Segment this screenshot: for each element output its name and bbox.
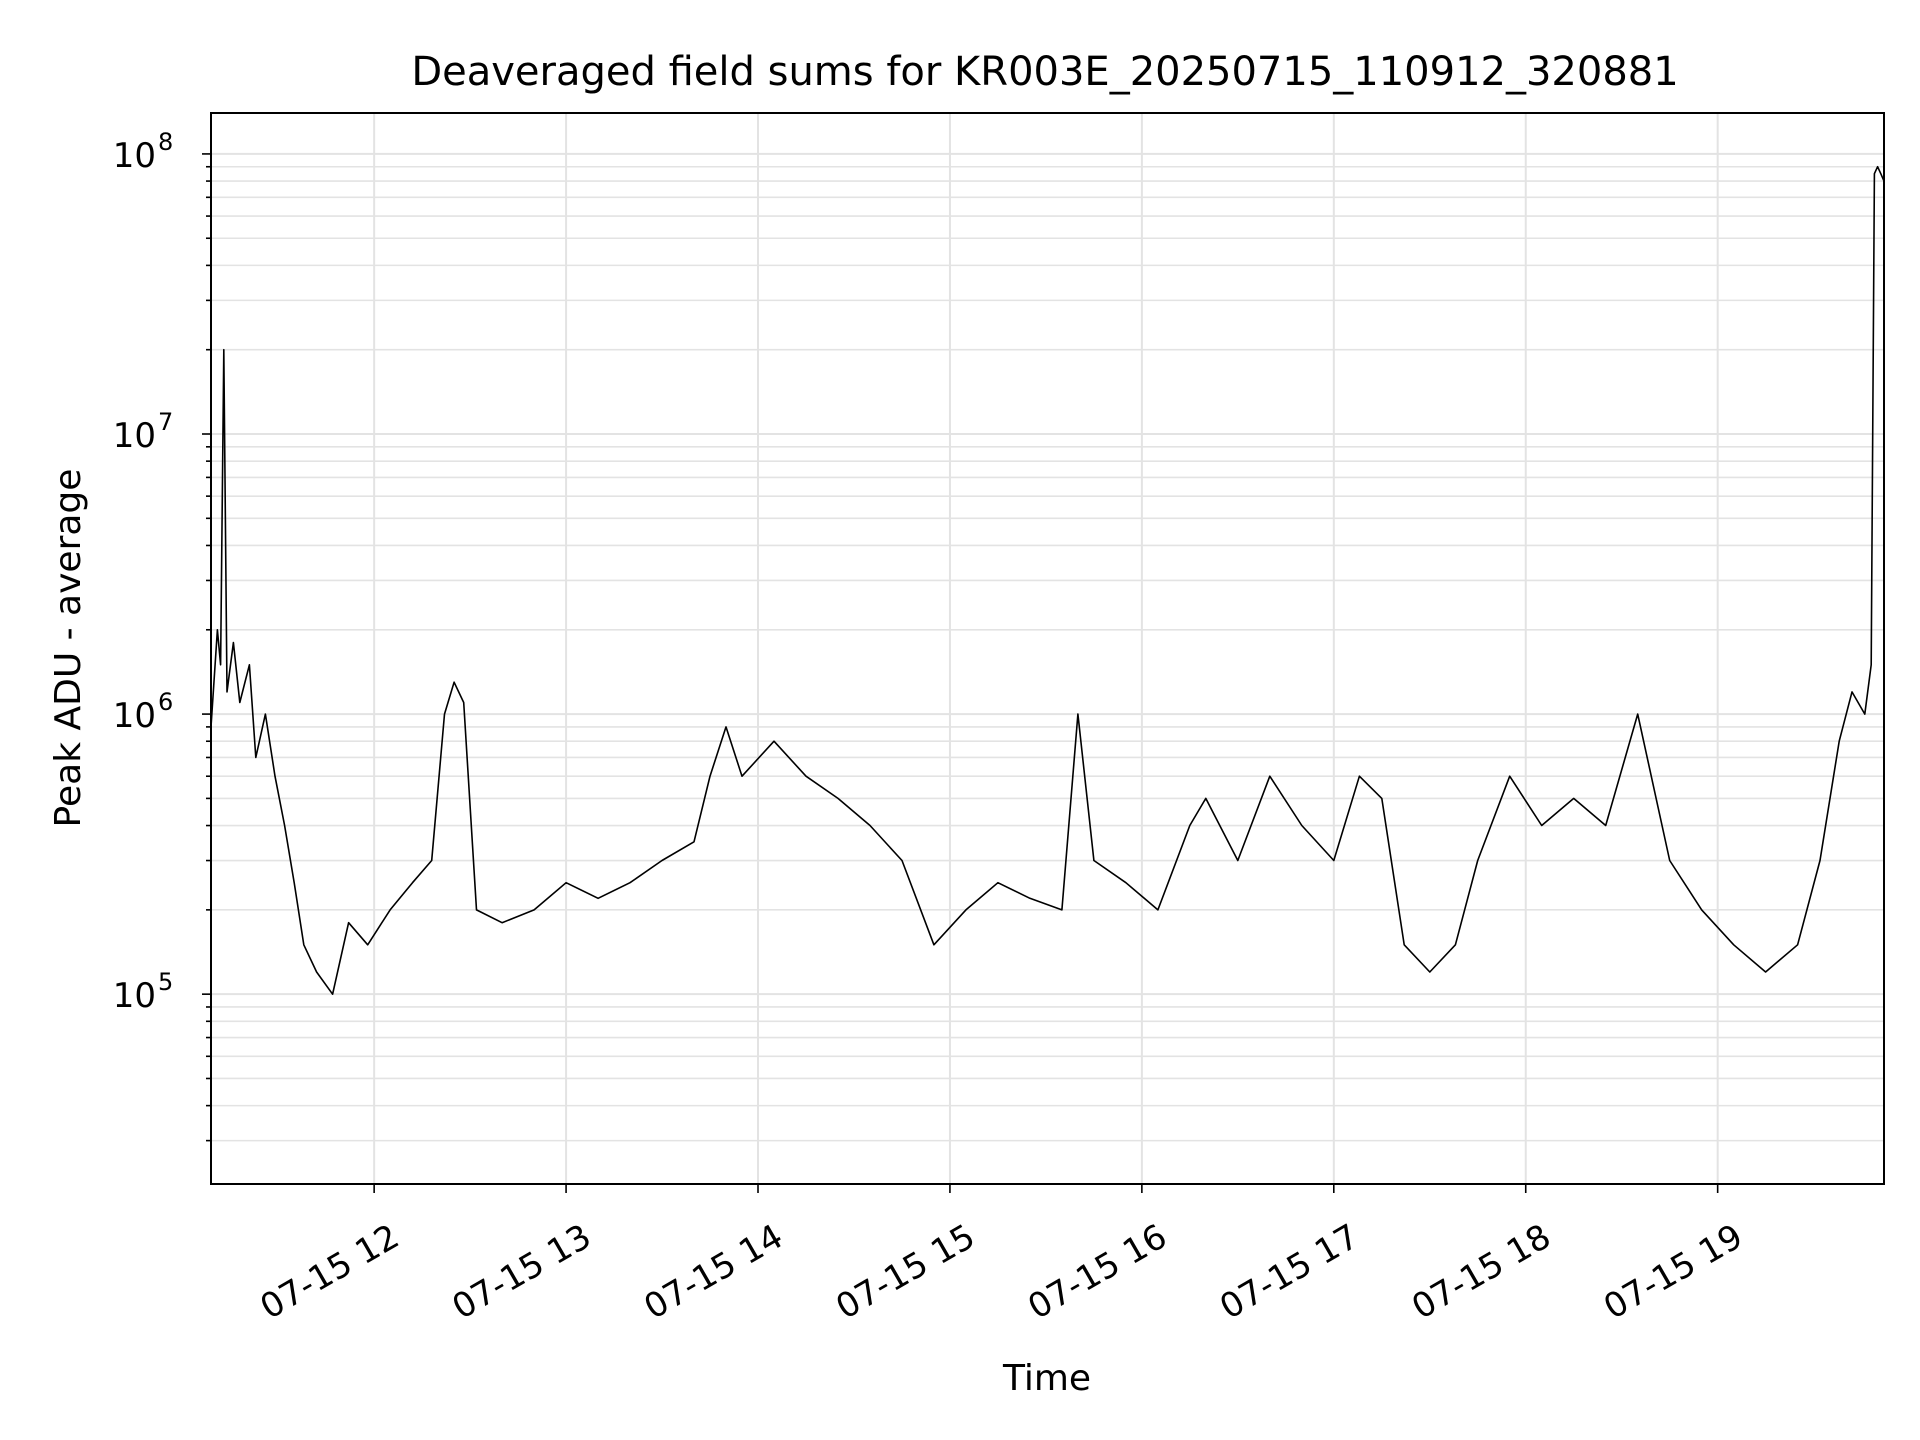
series-layer [211,165,1884,996]
y-tick-label-exponent: 5 [158,968,173,996]
series-line [211,165,1884,996]
y-tick-label: 10 [113,416,156,456]
y-tick-label-exponent: 8 [158,128,173,156]
y-tick-label-exponent: 7 [158,408,173,436]
y-axis-label: Peak ADU - average [48,469,89,828]
chart-title: Deaveraged field sums for KR003E_2025071… [411,49,1678,95]
y-tick-label: 10 [113,696,156,736]
y-tick-label: 10 [113,136,156,176]
x-axis-label: Time [1002,1358,1091,1399]
y-tick-label: 10 [113,976,156,1016]
y-tick-label-exponent: 6 [158,688,173,716]
plot-frame [210,112,1885,1185]
